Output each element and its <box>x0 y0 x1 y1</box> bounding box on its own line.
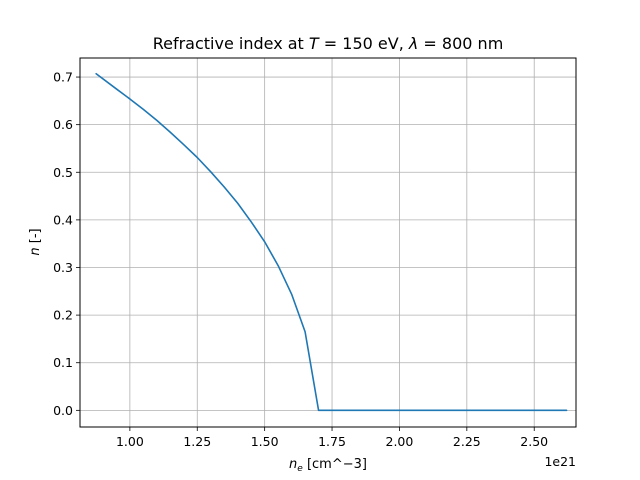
x-tick-label: 1.75 <box>318 434 346 449</box>
x-tick-label: 1.00 <box>116 434 144 449</box>
title-lambda-symbol: λ <box>408 34 418 53</box>
plot-frame <box>79 57 577 428</box>
x-axis-label-units: [cm^−3] <box>303 457 367 472</box>
y-tick-label: 0.0 <box>53 403 73 418</box>
x-tick-label: 1.50 <box>251 434 279 449</box>
y-tick-label: 0.4 <box>53 212 73 227</box>
axis-ticks <box>76 76 535 431</box>
y-tick-label: 0.6 <box>53 117 73 132</box>
y-tick-label: 0.7 <box>53 70 73 85</box>
x-axis-label: ne [cm^−3] <box>289 457 367 474</box>
y-axis-label-units: [-] <box>28 228 43 247</box>
y-tick-label: 0.1 <box>53 355 73 370</box>
x-axis-offset-label: 1e21 <box>544 454 576 469</box>
x-axis-label-subscript: e <box>297 464 303 474</box>
y-axis-label-symbol: n <box>28 247 43 255</box>
x-tick-label: 2.00 <box>386 434 414 449</box>
x-axis-label-symbol: n <box>289 457 297 472</box>
y-tick-label: 0.5 <box>53 165 73 180</box>
axis-tick-labels: 1.00 1.25 1.50 1.75 2.00 2.25 2.50 0.0 0.1 0.2 0.3… <box>53 70 548 449</box>
x-tick-label: 2.50 <box>520 434 548 449</box>
title-t-symbol: T <box>309 34 320 53</box>
title-prefix: Refractive index at <box>153 34 309 53</box>
title-lambda-value: = 800 nm <box>418 34 503 53</box>
chart-title: Refractive index at T = 150 eV, λ = 800 … <box>153 34 504 53</box>
series-line <box>95 72 568 412</box>
y-axis-label: n [-] <box>28 228 43 255</box>
y-tick-label: 0.2 <box>53 308 73 323</box>
x-tick-label: 1.25 <box>183 434 211 449</box>
y-tick-label: 0.3 <box>53 260 73 275</box>
x-tick-label: 2.25 <box>453 434 481 449</box>
title-t-value: = 150 eV, <box>319 34 409 53</box>
